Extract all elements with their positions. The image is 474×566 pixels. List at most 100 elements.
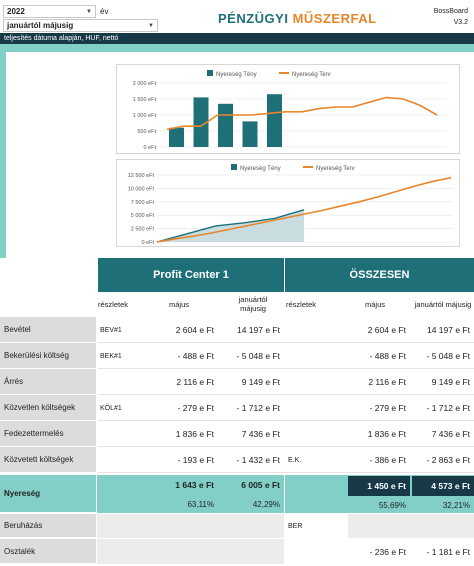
chevron-down-icon: ▼ bbox=[148, 22, 154, 29]
legend-label-fact: Nyereség Tény bbox=[240, 166, 281, 172]
row-label-dividend: Osztalék bbox=[0, 539, 96, 564]
total-detail-code bbox=[286, 343, 326, 369]
total-profit-may-pct: 55,69% bbox=[378, 500, 406, 510]
pc-detail-code: BEK#1 bbox=[100, 352, 122, 360]
total-ytd-value: - 1 712 e Ft bbox=[426, 403, 470, 413]
total-ytd-value: - 2 863 e Ft bbox=[426, 455, 470, 465]
year-value: 2022 bbox=[7, 7, 25, 16]
row-divider bbox=[98, 420, 474, 421]
brand-block: BossBoard V3.2 bbox=[434, 7, 468, 28]
total-col-ytd: januártól májusig bbox=[414, 299, 472, 309]
total-dividend-may: - 236 e Ft bbox=[369, 546, 406, 557]
y-tick-label: 7 500 eFt bbox=[131, 200, 155, 206]
chevron-down-icon: ▼ bbox=[86, 8, 92, 15]
legend-label-fact: Nyereség Tény bbox=[216, 72, 257, 78]
total-may-value: 1 836 e Ft bbox=[367, 429, 406, 439]
total-detail-code: E.K. bbox=[288, 456, 302, 464]
row-label: Közvetett költségek bbox=[0, 447, 96, 473]
pc-ytd-value: 14 197 e Ft bbox=[236, 325, 280, 335]
pc-invest-bg bbox=[97, 514, 284, 538]
y-tick-label: 500 eFt bbox=[137, 129, 156, 135]
y-tick-label: 10 000 eFt bbox=[128, 186, 155, 192]
total-may-value: - 488 e Ft bbox=[369, 351, 406, 361]
pc-may-value: 1 836 e Ft bbox=[175, 429, 214, 439]
total-may-value: - 279 e Ft bbox=[369, 403, 406, 413]
row-divider bbox=[98, 394, 474, 395]
total-may-value: - 386 e Ft bbox=[369, 455, 406, 465]
row-divider bbox=[98, 342, 474, 343]
pc-detail-code bbox=[98, 447, 140, 473]
total-may-value: 2 116 e Ft bbox=[368, 377, 406, 387]
row-label-profit: Nyereség bbox=[0, 475, 96, 513]
total-header: ÖSSZESEN bbox=[285, 258, 474, 292]
pc-may-value: 2 604 e Ft bbox=[175, 325, 214, 335]
pc-col-detail: részletek bbox=[98, 299, 129, 309]
row-label: Árrés bbox=[0, 369, 96, 395]
total-invest-code: BER bbox=[288, 522, 303, 530]
plan-line bbox=[166, 96, 438, 131]
legend-swatch-fact bbox=[231, 164, 237, 170]
period-select[interactable]: januártól májusig ▼ bbox=[3, 19, 158, 32]
legend-label-plan: Nyereség Terv bbox=[316, 166, 355, 172]
title-part-2: MŰSZERFAL bbox=[292, 11, 377, 26]
pc-profit-may-pct: 63,11% bbox=[187, 499, 214, 509]
pc-detail-code: BEV#1 bbox=[100, 326, 122, 334]
total-ytd-value: - 5 048 e Ft bbox=[426, 351, 470, 361]
monthly-chart-svg: Nyereség Tény Nyereség Terv 2 000 eFt 1 500… bbox=[133, 70, 447, 151]
pc-col-ytd: januártól májusig bbox=[238, 295, 268, 313]
pc-may-value: - 279 e Ft bbox=[177, 403, 214, 413]
total-ytd-value: 14 197 e Ft bbox=[426, 325, 470, 335]
pc-ytd-value: - 1 712 e Ft bbox=[236, 403, 280, 413]
y-tick-label: 1 500 eFt bbox=[133, 97, 157, 103]
total-col-may: május bbox=[364, 299, 385, 309]
pc-ytd-value: - 1 432 e Ft bbox=[236, 455, 280, 465]
subtitle: teljesítés dátuma alapján, HUF, nettó bbox=[4, 35, 119, 42]
row-label: Fedezettermelés bbox=[0, 421, 96, 447]
pc-ytd-value: 7 436 e Ft bbox=[241, 429, 280, 439]
bar-fact bbox=[193, 97, 209, 147]
total-profit-ytd-pct: 32,21% bbox=[442, 500, 470, 510]
version: V3.2 bbox=[453, 18, 468, 26]
total-may-value: 2 604 e Ft bbox=[367, 325, 406, 335]
pc-may-value: - 488 e Ft bbox=[177, 351, 214, 361]
fact-area bbox=[157, 209, 304, 242]
total-detail-code bbox=[286, 421, 326, 447]
row-label: Közvetlen költségek bbox=[0, 395, 96, 421]
page-title: PÉNZÜGYI MŰSZERFAL bbox=[218, 11, 377, 26]
total-col-detail: részletek bbox=[286, 299, 317, 309]
total-detail-code bbox=[286, 395, 326, 421]
pc-ytd-value: 9 149 e Ft bbox=[241, 377, 280, 387]
bar-fact bbox=[242, 121, 258, 147]
pc-ytd-value: - 5 048 e Ft bbox=[236, 351, 280, 361]
pc-dividend-bg bbox=[97, 539, 284, 564]
cumulative-profit-chart: Nyereség Tény Nyereség Terv 12 500 eFt 10 0… bbox=[116, 159, 460, 247]
y-tick-label: 2 500 eFt bbox=[131, 227, 155, 233]
bar-fact bbox=[218, 103, 233, 147]
row-divider bbox=[98, 446, 474, 447]
left-band bbox=[0, 52, 6, 258]
total-detail-code bbox=[286, 369, 326, 395]
pc-may-value: 2 116 e Ft bbox=[176, 377, 214, 387]
year-select[interactable]: 2022 ▼ bbox=[3, 5, 96, 18]
total-dividend-ytd: - 1 181 e Ft bbox=[426, 546, 470, 557]
pc-profit-may: 1 643 e Ft bbox=[175, 480, 214, 490]
legend-label-plan: Nyereség Terv bbox=[292, 72, 331, 78]
row-label-investment: Beruházás bbox=[0, 514, 96, 538]
y-tick-label: 0 eFt bbox=[141, 240, 154, 246]
total-profit-ytd: 4 573 e Ft bbox=[412, 476, 474, 496]
brand-name: BossBoard bbox=[433, 8, 468, 15]
row-label: Bekerülési költség bbox=[0, 343, 96, 369]
y-tick-label: 2 000 eFt bbox=[133, 81, 157, 87]
cumulative-chart-svg: Nyereség Tény Nyereség Terv 12 500 eFt 10 0… bbox=[128, 164, 453, 246]
row-divider bbox=[98, 368, 474, 369]
pc-profit-ytd-pct: 42,29% bbox=[252, 499, 280, 509]
y-tick-label: 1 000 eFt bbox=[133, 113, 157, 119]
subtitle-bar: teljesítés dátuma alapján, HUF, nettó bbox=[0, 33, 474, 44]
bar-fact bbox=[169, 127, 184, 147]
pc-header: Profit Center 1 bbox=[98, 258, 284, 292]
y-tick-label: 5 000 eFt bbox=[131, 213, 155, 219]
title-part-1: PÉNZÜGYI bbox=[218, 11, 293, 26]
total-detail-code bbox=[286, 317, 326, 343]
pc-detail-code: KÖL#1 bbox=[100, 404, 122, 412]
total-profit-may: 1 450 e Ft bbox=[348, 476, 410, 496]
